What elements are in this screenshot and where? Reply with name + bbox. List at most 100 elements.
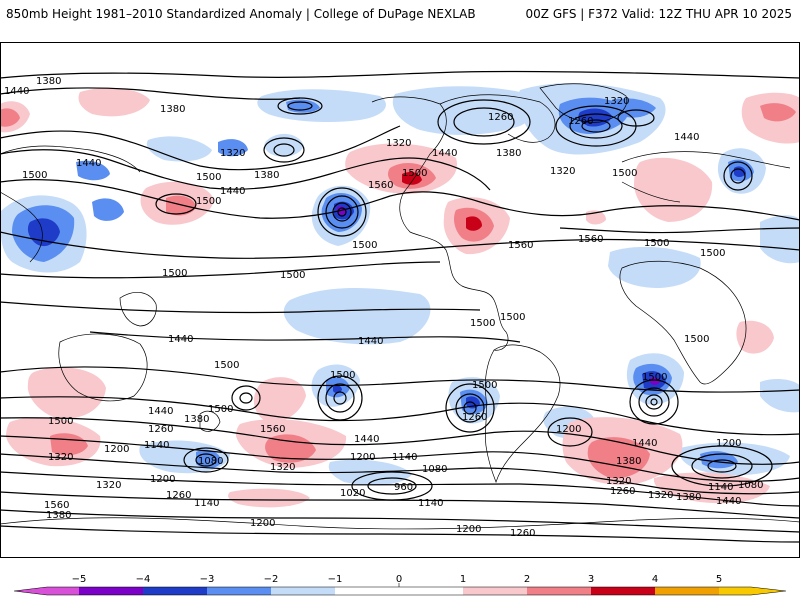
contour-label: 1500 <box>214 360 239 371</box>
anomaly-positive-blob <box>466 216 482 231</box>
new-zealand-coast <box>199 410 221 432</box>
contour-label: 1260 <box>462 412 487 423</box>
contour-line <box>0 366 800 393</box>
colorbar-tick: 4 <box>652 574 658 585</box>
contour-label: 1500 <box>612 168 637 179</box>
contour-label: 1200 <box>716 438 741 449</box>
contour-label: 960 <box>394 482 413 493</box>
contour-label: 1440 <box>220 186 245 197</box>
contour-label: 1260 <box>568 116 593 127</box>
contour-label: 1500 <box>642 372 667 383</box>
contour-closed-low <box>691 453 753 479</box>
contour-label: 1440 <box>716 496 741 507</box>
colorbar-swatch <box>527 587 591 595</box>
anomaly-positive-blob <box>78 87 150 117</box>
contour-label: 1500 <box>500 312 525 323</box>
greenland-outline <box>539 83 628 123</box>
contour-closed-low <box>569 113 623 139</box>
contour-label: 1500 <box>644 238 669 249</box>
contour-label: 1560 <box>44 500 69 511</box>
map-title: 850mb Height 1981–2010 Standardized Anom… <box>6 7 476 21</box>
contour-label: 1140 <box>194 498 219 509</box>
contour-line <box>0 301 481 314</box>
contour-label: 1500 <box>470 318 495 329</box>
colorbar-tick: 1 <box>460 574 466 585</box>
contour-label: 1260 <box>166 490 191 501</box>
contour-label: 1440 <box>76 158 101 169</box>
contour-label: 1140 <box>708 482 733 493</box>
colorbar-swatch <box>591 587 655 595</box>
contour-line <box>0 149 491 191</box>
contour-label: 1440 <box>358 336 383 347</box>
colorbar-swatch <box>655 587 719 595</box>
colorbar-swatch <box>463 587 527 595</box>
contour-line <box>0 231 800 259</box>
contour-label: 1320 <box>606 476 631 487</box>
australia-coast <box>58 333 148 402</box>
contour-closed-low <box>445 383 495 433</box>
contour-label: 1560 <box>578 234 603 245</box>
contour-closed-low <box>351 471 433 501</box>
anomaly-positive-blob <box>27 367 106 419</box>
colorbar-tick-labels: −5 −4 −3 −2 −1 0 1 2 3 4 5 <box>72 574 723 585</box>
contour-label: 1500 <box>700 248 725 259</box>
colorbar-swatch <box>335 587 463 595</box>
contour-label: 1200 <box>456 524 481 535</box>
anomaly-negative-blob <box>650 377 660 385</box>
contour-closed-low <box>650 398 658 406</box>
contour-label: 1320 <box>270 462 295 473</box>
anomaly-map: 1380 1440 1380 1320 1260 1320 1260 1380 … <box>0 42 800 558</box>
anomaly-positive-blob <box>760 103 796 122</box>
colorbar-tick: −5 <box>72 574 87 585</box>
contour-line <box>0 471 800 507</box>
contour-closed-low <box>195 453 217 467</box>
contour-closed-low <box>317 187 367 237</box>
contour-closed-low <box>617 109 655 127</box>
colorbar-tick: 2 <box>524 574 530 585</box>
anomaly-negative-blob <box>146 136 212 162</box>
contour-closed-low <box>325 383 355 413</box>
anomaly-negative-blob <box>760 379 800 413</box>
south-america-coast <box>484 344 561 484</box>
contour-label: 1440 <box>148 406 173 417</box>
north-america-coast <box>371 96 509 351</box>
anomaly-positive-blob <box>253 377 306 422</box>
contour-line <box>0 525 800 543</box>
contour-closed-low <box>671 445 773 487</box>
contour-label: 1500 <box>22 170 47 181</box>
contour-label: 1200 <box>350 452 375 463</box>
colorbar-tick: −4 <box>136 574 151 585</box>
contour-label: 1440 <box>4 86 29 97</box>
colorbar-tick: −3 <box>200 574 215 585</box>
contour-label: 1500 <box>402 168 427 179</box>
anomaly-negative-blob <box>328 459 412 486</box>
anomaly-negative-blob <box>333 385 342 394</box>
anomaly-negative-blob <box>608 246 701 288</box>
contour-closed-low <box>263 137 305 163</box>
colorbar-swatch <box>79 587 143 595</box>
contour-label: 1260 <box>510 528 535 539</box>
contour-line <box>0 179 800 221</box>
colorbar-svg: −5 −4 −3 −2 −1 0 1 2 3 4 5 <box>13 574 787 596</box>
contour-label: 1320 <box>604 96 629 107</box>
colorbar-arrow-left <box>14 587 47 595</box>
map-canvas: 1380 1440 1380 1320 1260 1320 1260 1380 … <box>0 42 800 558</box>
contour-label: 1440 <box>354 434 379 445</box>
contour-closed-low <box>453 107 515 137</box>
anomaly-positive-blob <box>228 488 310 508</box>
contour-label: 1380 <box>254 170 279 181</box>
contour-label: 1500 <box>196 172 221 183</box>
contour-closed-low <box>723 161 753 191</box>
contour-label: 1500 <box>280 270 305 281</box>
anomaly-negative-blob <box>76 160 110 181</box>
europe-coast <box>621 151 791 203</box>
contour-closed-low <box>455 393 485 423</box>
contour-line <box>89 331 521 343</box>
contour-label: 1500 <box>208 404 233 415</box>
contour-label: 1380 <box>616 456 641 467</box>
colorbar-tick: 5 <box>716 574 722 585</box>
asia-coast <box>0 145 141 263</box>
contour-label: 1500 <box>330 370 355 381</box>
contour-label: 1320 <box>648 490 673 501</box>
contour-line <box>0 435 800 482</box>
